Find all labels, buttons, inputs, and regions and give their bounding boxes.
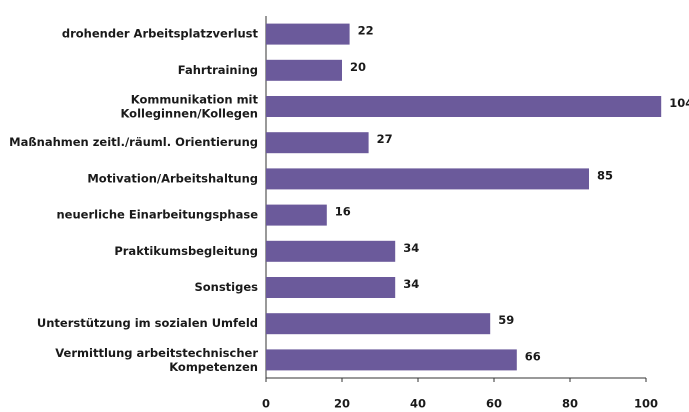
bar (266, 168, 589, 190)
value-label: 66 (525, 349, 541, 363)
y-tick-label: Maßnahmen zeitl./räuml. Orientierung (9, 135, 258, 149)
y-tick-label: Kommunikation mit Kolleginnen/Kollegen (120, 92, 258, 120)
value-label: 85 (597, 168, 613, 182)
y-tick-label: Motivation/Arbeitshaltung (87, 171, 258, 185)
x-tick-label: 80 (562, 397, 578, 411)
value-label: 20 (350, 60, 366, 74)
bar (266, 23, 350, 45)
bar (266, 313, 491, 335)
x-tick-label: 60 (486, 397, 502, 411)
value-label: 22 (358, 24, 374, 38)
y-tick-label: Unterstützung im sozialen Umfeld (37, 316, 258, 330)
value-label: 34 (403, 241, 419, 255)
x-tick-label: 100 (634, 397, 658, 411)
bar (266, 59, 342, 81)
x-tick-label: 20 (334, 397, 350, 411)
value-label: 27 (377, 132, 393, 146)
value-label: 104 (669, 96, 689, 110)
y-tick-label: neuerliche Einarbeitungsphase (57, 208, 259, 222)
y-tick-label: Sonstiges (194, 280, 258, 294)
value-label: 16 (335, 205, 351, 219)
y-tick-label: Praktikumsbegleitung (114, 244, 258, 258)
bar (266, 277, 396, 298)
bar (266, 349, 517, 371)
bar (266, 96, 662, 117)
bar (266, 132, 369, 154)
y-tick-label: Fahrtraining (178, 63, 258, 77)
x-tick-label: 40 (410, 397, 426, 411)
value-label: 59 (498, 313, 514, 327)
y-tick-label: drohender Arbeitsplatzverlust (62, 27, 259, 41)
value-label: 34 (403, 277, 419, 291)
y-tick-label: Vermittlung arbeitstechnischer Kompetenze… (55, 345, 258, 373)
x-tick-label: 0 (262, 397, 270, 411)
bar (266, 204, 327, 226)
bar (266, 240, 396, 262)
